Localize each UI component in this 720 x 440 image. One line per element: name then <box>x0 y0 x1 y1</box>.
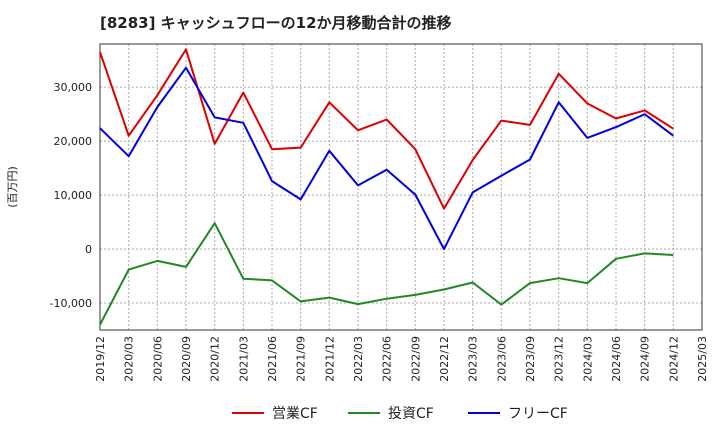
x-tick-label: 2022/06 <box>381 336 394 382</box>
x-tick-label: 2019/12 <box>94 336 107 382</box>
plot-frame <box>99 43 703 331</box>
y-tick-label: 0 <box>85 243 92 256</box>
x-tick-label: 2022/03 <box>352 336 365 382</box>
x-tick-label: 2021/09 <box>295 336 308 382</box>
x-tick-label: 2024/12 <box>667 336 680 382</box>
x-tick-label: 2024/03 <box>581 336 594 382</box>
legend-label-0: 営業CF <box>272 406 318 422</box>
series-line-0 <box>99 48 674 210</box>
x-tick-label: 2024/06 <box>610 336 623 382</box>
x-tick-label: 2023/12 <box>553 336 566 382</box>
x-tick-label: 2021/12 <box>323 336 336 382</box>
x-tick-label: 2023/06 <box>495 336 508 382</box>
x-tick-label: 2025/03 <box>696 336 709 382</box>
x-tick-label: 2020/09 <box>180 336 193 382</box>
y-tick-label: 20,000 <box>54 135 93 148</box>
legend-label-2: フリーCF <box>508 406 568 422</box>
x-tick-label: 2020/03 <box>123 336 136 382</box>
x-tick-label: 2021/03 <box>237 336 250 382</box>
x-tick-label: 2020/06 <box>151 336 164 382</box>
x-tick-label: 2022/09 <box>409 336 422 382</box>
y-tick-label: 30,000 <box>54 81 93 94</box>
series-line-1 <box>99 222 674 326</box>
x-tick-label: 2022/12 <box>438 336 451 382</box>
x-tick-label: 2020/12 <box>209 336 222 382</box>
x-tick-label: 2024/09 <box>639 336 652 382</box>
x-tick-label: 2023/09 <box>524 336 537 382</box>
y-tick-label: -10,000 <box>50 297 92 310</box>
chart-title: [8283] キャッシュフローの12か月移動合計の推移 <box>100 14 452 32</box>
legend-label-1: 投資CF <box>388 406 434 422</box>
y-tick-label: 10,000 <box>54 189 93 202</box>
x-tick-label: 2021/06 <box>266 336 279 382</box>
x-tick-label: 2023/03 <box>467 336 480 382</box>
y-axis-label: (百万円) <box>6 166 19 208</box>
series-line-2 <box>99 66 674 251</box>
